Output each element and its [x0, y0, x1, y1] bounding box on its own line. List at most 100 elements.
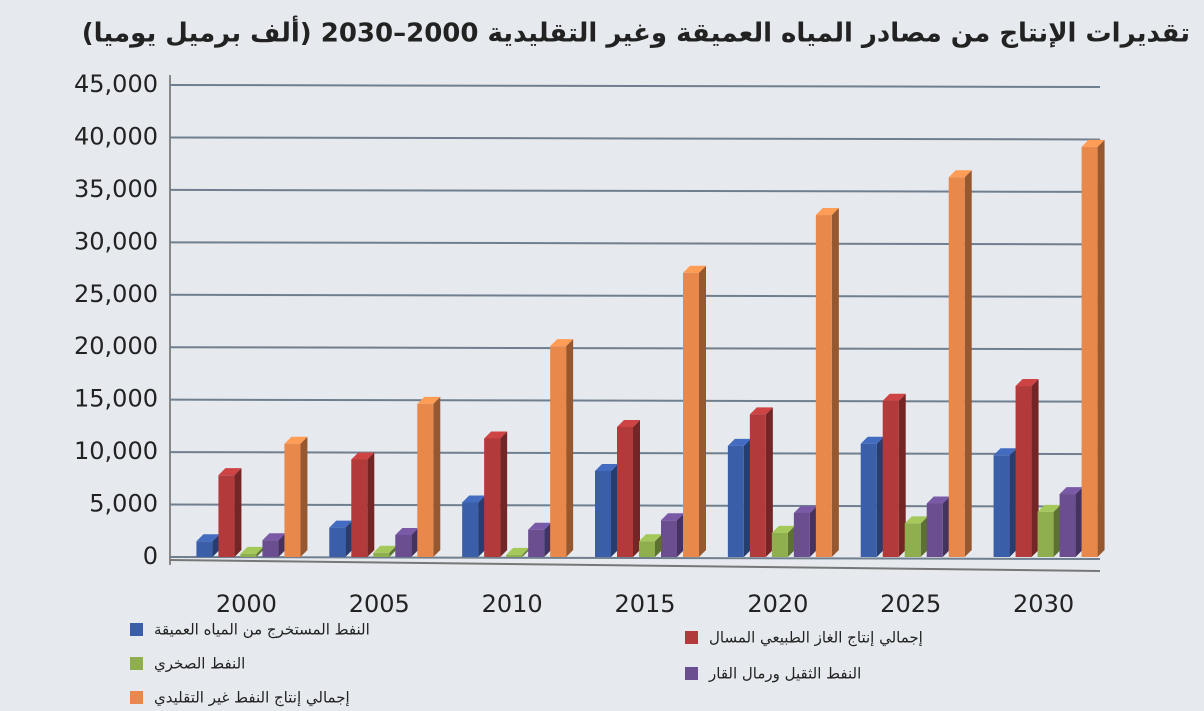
grid-line	[169, 556, 1101, 560]
bar-side	[544, 522, 552, 557]
bar-top	[240, 546, 264, 554]
y-tick-label: 15,000	[74, 385, 158, 413]
bar-side	[256, 546, 264, 557]
bar-front	[284, 443, 301, 557]
bar-front	[196, 541, 213, 557]
bar-side	[433, 396, 441, 557]
bar-top	[1059, 487, 1083, 495]
x-axis-line	[169, 559, 1101, 572]
bar	[240, 546, 264, 557]
bar	[727, 438, 751, 557]
bar	[993, 448, 1017, 557]
bar-front	[462, 502, 479, 557]
bar-front	[617, 426, 633, 557]
x-tick-label: 2000	[216, 590, 277, 618]
bar-front	[793, 512, 810, 557]
bar-front	[1015, 386, 1032, 557]
bar-side	[411, 527, 419, 557]
bar-front	[727, 445, 744, 557]
grid-line	[169, 84, 1101, 88]
bar	[417, 396, 441, 557]
bar	[329, 520, 353, 557]
bar	[793, 505, 817, 557]
bar-top	[329, 520, 353, 528]
x-tick-label: 2015	[614, 590, 675, 618]
bar-top	[550, 339, 574, 347]
grid-line	[169, 188, 1101, 193]
bar-front	[595, 470, 611, 557]
bar-top	[683, 265, 706, 273]
bar-side	[300, 436, 308, 557]
legend-label: إجمالي إنتاج الغاز الطبيعي المسال	[709, 629, 923, 648]
bar	[815, 208, 839, 557]
bar	[661, 513, 684, 557]
bar-top	[815, 208, 839, 216]
bar-front	[506, 554, 523, 557]
bar-front	[550, 346, 567, 557]
legend-label: النفط الثقيل ورمال القار	[708, 665, 861, 683]
bar-top	[218, 468, 242, 476]
x-tick-label: 2010	[482, 590, 543, 618]
bar-side	[478, 495, 486, 557]
y-tick-label: 10,000	[74, 437, 158, 465]
bar-top	[749, 407, 773, 415]
bar-front	[395, 534, 412, 557]
bar-front	[351, 459, 368, 557]
y-tick-label: 20,000	[74, 332, 158, 360]
bar-front	[860, 443, 877, 557]
bar	[595, 463, 618, 557]
bar-top	[904, 516, 928, 524]
bar-top	[882, 393, 906, 401]
bar-front	[926, 503, 943, 557]
bar	[617, 419, 640, 557]
chart-title: تقديرات الإنتاج من مصادر المياه العميقة …	[82, 16, 1190, 49]
bar-top	[727, 438, 751, 446]
bar-side	[1097, 139, 1105, 557]
grid-line	[169, 293, 1101, 298]
bar	[284, 436, 308, 557]
x-tick-label: 2030	[1013, 590, 1074, 618]
x-tick-label: 2020	[747, 590, 808, 618]
legend-swatch	[130, 691, 143, 704]
bar	[506, 547, 530, 557]
legend-label: النفط الصخري	[154, 655, 245, 674]
bar-side	[898, 393, 906, 557]
bar	[904, 516, 928, 557]
bar-top	[373, 545, 397, 553]
bar-side	[522, 547, 530, 557]
bar-front	[528, 529, 545, 557]
bar-side	[345, 520, 353, 557]
y-tick-label: 45,000	[74, 70, 158, 98]
bar-front	[262, 540, 279, 557]
bar-top	[196, 534, 220, 542]
legend-swatch	[685, 631, 698, 644]
bar-top	[948, 170, 972, 178]
bar-top	[860, 436, 884, 444]
bar-front	[882, 400, 899, 557]
bar-side	[1031, 379, 1039, 557]
bar	[749, 407, 773, 557]
bar	[462, 495, 486, 557]
y-tick-label: 35,000	[74, 175, 158, 203]
bar-top	[1081, 139, 1105, 147]
grid-line	[169, 398, 1101, 403]
bar-front	[1059, 494, 1076, 557]
bar-front	[771, 532, 788, 557]
bar-side	[809, 505, 817, 557]
y-tick-label: 5,000	[89, 490, 158, 518]
bar-front	[373, 552, 390, 557]
grid-line	[169, 346, 1101, 351]
bar-top	[417, 396, 441, 404]
bar-front	[815, 215, 832, 557]
bar	[351, 452, 375, 557]
bar-front	[1037, 511, 1054, 557]
bar-front	[218, 475, 235, 557]
bar-side	[1053, 504, 1061, 557]
bar	[484, 431, 508, 557]
bar-top	[1015, 379, 1039, 387]
bar	[1015, 379, 1039, 557]
bar-side	[389, 545, 397, 557]
bar-top	[284, 436, 308, 444]
bar-side	[876, 436, 884, 557]
bar-front	[993, 455, 1010, 557]
